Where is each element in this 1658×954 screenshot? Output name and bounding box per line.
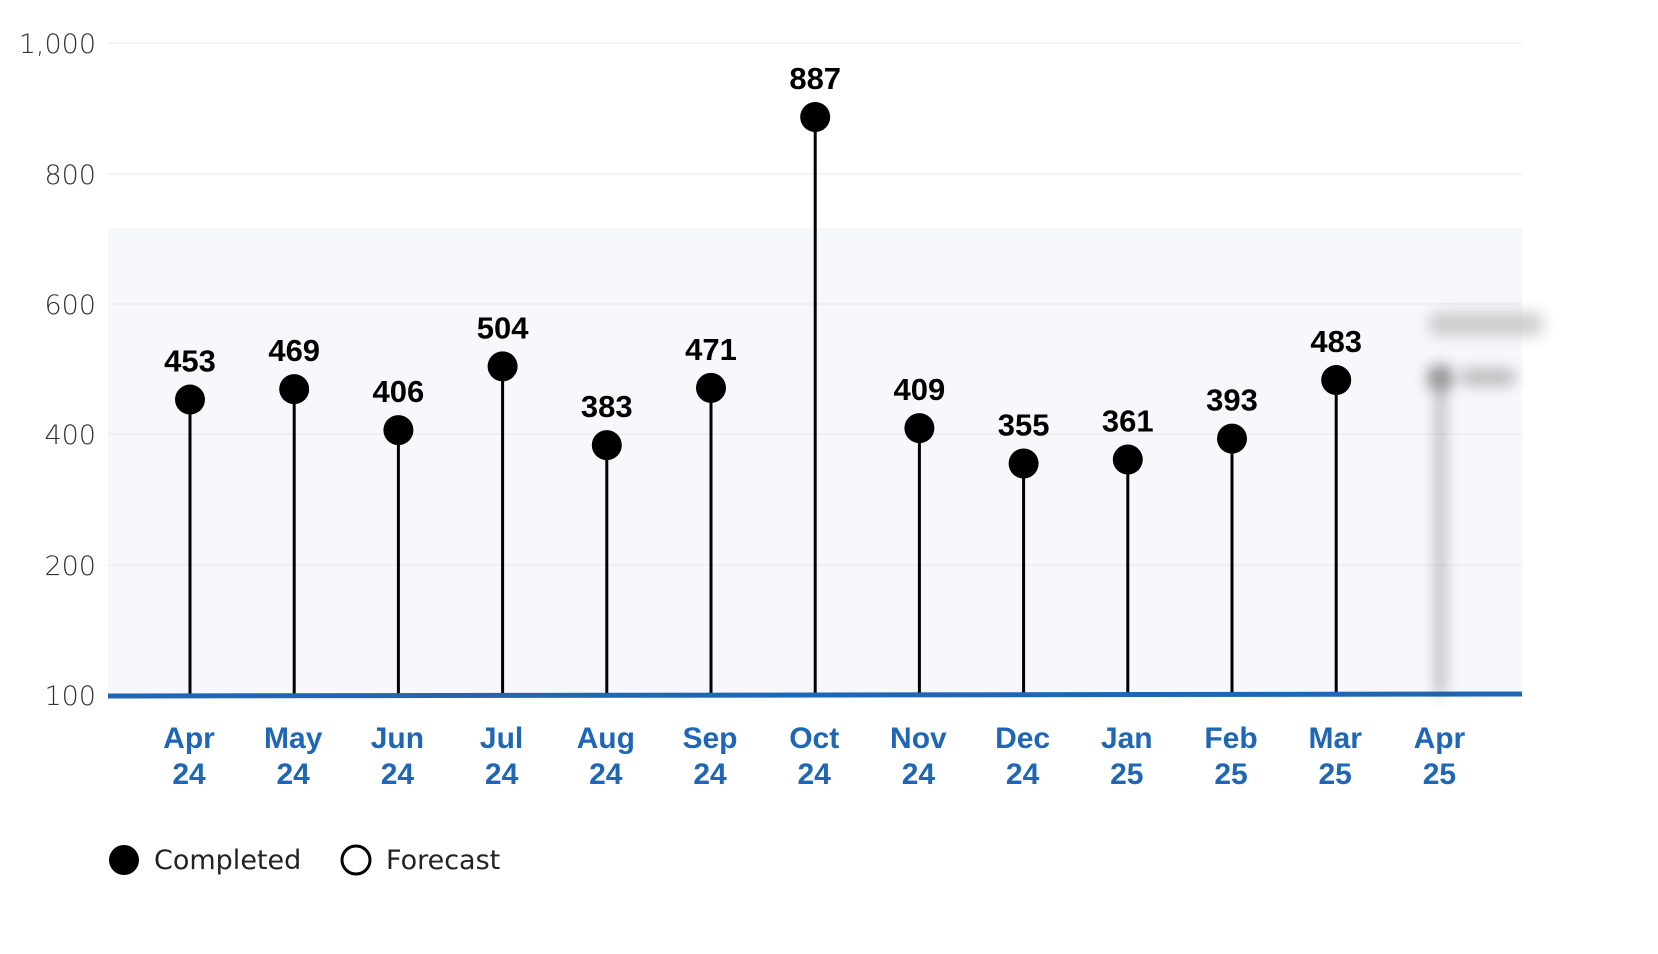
legend-completed-marker	[109, 845, 139, 875]
data-label: 383	[581, 389, 633, 424]
x-tick-label-year: 24	[277, 758, 311, 791]
legend-forecast-marker	[340, 844, 372, 876]
x-tick-label-year: 24	[693, 758, 727, 791]
x-tick-label-month: Apr	[1414, 722, 1466, 755]
x-tick-label-month: Feb	[1204, 722, 1257, 755]
completed-point	[904, 413, 935, 444]
x-axis-line	[107, 691, 1523, 699]
data-labels: 453 469 406 504 383 471 887 409 355 361 393 483	[164, 61, 1362, 442]
x-tick-label-year: 25	[1110, 758, 1143, 791]
completed-point	[383, 415, 414, 446]
legend: Completed Forecast	[109, 844, 500, 876]
data-label: 393	[1206, 383, 1258, 418]
completed-point	[487, 351, 518, 382]
y-tick-label: 1,000	[19, 29, 96, 60]
x-tick-label-year: 24	[485, 758, 519, 791]
x-tick-label-year: 24	[902, 758, 936, 791]
lollipop-points	[175, 102, 1352, 479]
legend-label: Forecast	[386, 845, 500, 876]
completed-point	[696, 372, 726, 403]
data-label: 471	[685, 332, 737, 367]
data-label: 453	[164, 344, 216, 379]
data-label: 361	[1102, 404, 1154, 439]
x-tick-label-year: 24	[1006, 758, 1040, 791]
completed-point	[1321, 365, 1352, 396]
completed-point	[1112, 444, 1143, 475]
x-tick-label-year: 25	[1214, 758, 1247, 791]
legend-label: Completed	[154, 845, 301, 876]
x-tick-label-month: May	[264, 722, 323, 755]
x-axis-baseline	[107, 691, 1523, 699]
x-tick-label-year: 24	[798, 758, 832, 791]
x-tick-label-year: 24	[381, 758, 415, 791]
y-tick-label: 600	[44, 290, 96, 321]
x-tick-label-year: 24	[589, 758, 623, 791]
completed-point	[800, 102, 831, 133]
x-tick-label-month: Mar	[1309, 722, 1363, 755]
x-tick-label-month: Jan	[1101, 722, 1153, 755]
y-tick-label: 800	[44, 160, 96, 191]
completed-point	[591, 430, 622, 461]
x-tick-label-month: Jun	[371, 722, 424, 755]
forecast-blurred-mark	[1426, 312, 1544, 695]
x-tick-label-month: Aug	[577, 722, 635, 755]
x-tick-label-year: 25	[1319, 758, 1352, 791]
x-axis-category-labels: Apr24May24Jun24Jul24Aug24Sep24Oct24Nov24…	[163, 722, 1465, 791]
completed-point	[1008, 448, 1039, 479]
x-tick-label-month: Nov	[890, 722, 947, 755]
x-tick-label-year: 24	[172, 758, 206, 791]
y-axis-tick-labels: 100 200 400 600 800 1,000	[19, 29, 96, 712]
data-label: 406	[373, 374, 425, 409]
y-tick-label: 200	[44, 551, 96, 582]
data-label: 469	[268, 333, 320, 368]
lollipop-stems	[188, 117, 1338, 695]
data-label: 887	[789, 61, 841, 96]
completed-point	[279, 374, 310, 405]
x-tick-label-month: Apr	[163, 722, 215, 755]
data-label: 355	[998, 407, 1050, 442]
y-tick-label: 400	[44, 420, 96, 451]
data-label: 483	[1310, 324, 1362, 359]
completed-point	[1217, 423, 1247, 454]
data-label: 409	[894, 372, 946, 407]
forecast-placeholder	[1426, 312, 1544, 695]
x-tick-label-month: Sep	[682, 722, 737, 755]
data-label: 504	[477, 310, 529, 345]
x-tick-label-month: Oct	[789, 722, 839, 755]
y-tick-label: 100	[44, 681, 96, 712]
completed-point	[175, 384, 205, 415]
x-tick-label-month: Dec	[995, 722, 1050, 755]
x-tick-label-month: Jul	[480, 722, 523, 755]
x-tick-label-year: 25	[1423, 758, 1456, 791]
